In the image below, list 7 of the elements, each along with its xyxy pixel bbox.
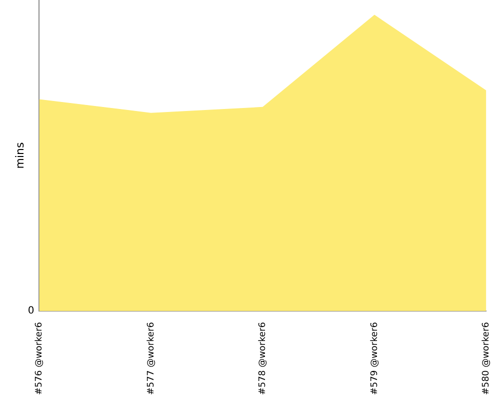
x-tick-label: #578 @worker6: [258, 322, 268, 396]
y-axis-title: mins: [13, 142, 26, 169]
x-tick-label: #579 @worker6: [370, 322, 380, 396]
x-tick-label: #576 @worker6: [34, 322, 45, 396]
x-tick-label: #580 @worker6: [482, 322, 492, 396]
x-tick-label: #577 @worker6: [146, 322, 156, 396]
text: 0: [28, 306, 34, 317]
